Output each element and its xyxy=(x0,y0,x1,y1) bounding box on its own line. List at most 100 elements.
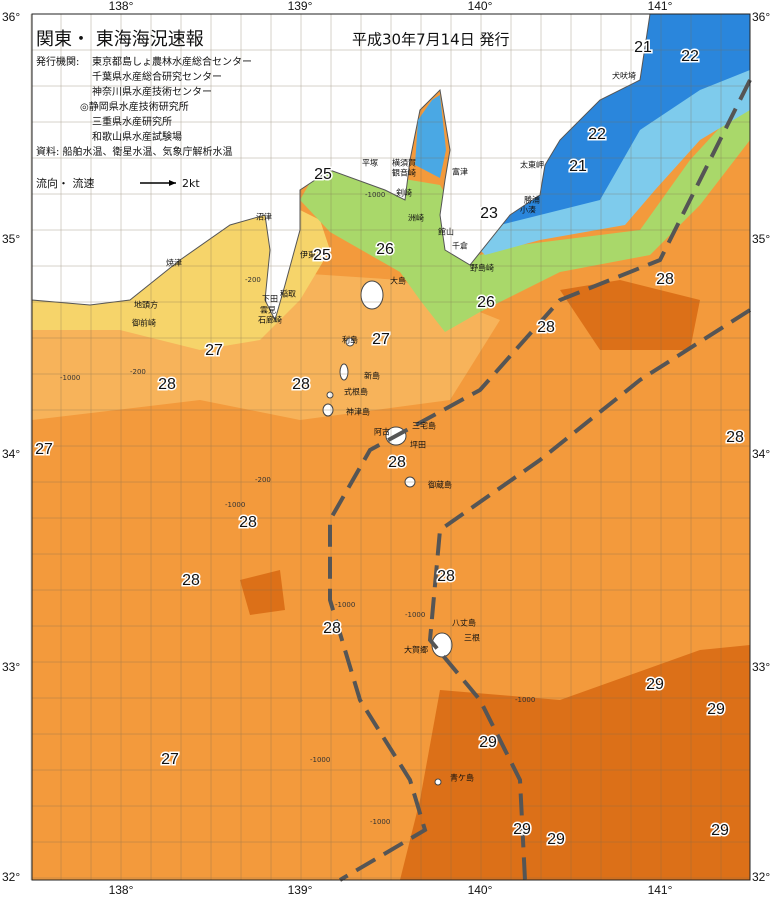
lat-label: 34° xyxy=(752,447,770,461)
place-name: 新島 xyxy=(364,371,380,381)
isotherm-label: 28 xyxy=(239,514,257,531)
isotherm-label: 22 xyxy=(681,48,699,65)
place-name: 利島 xyxy=(342,335,358,345)
isotherm-label: 26 xyxy=(376,241,394,258)
place-name: 小湊 xyxy=(520,205,536,215)
place-name: 稲取 xyxy=(280,289,296,299)
place-name: 富津 xyxy=(452,167,468,177)
lat-label: 35° xyxy=(752,232,770,246)
place-name: 御前崎 xyxy=(132,318,156,328)
isotherm-label: 29 xyxy=(513,821,531,838)
map-frame xyxy=(31,13,751,881)
isotherm-label: 28 xyxy=(292,376,310,393)
agencies: 東京都島しょ農林水産総合センター千葉県水産総合研究センター神奈川県水産技術センタ… xyxy=(80,55,252,143)
isotherm-label: 21 xyxy=(634,39,652,56)
map-layers xyxy=(30,13,752,882)
depth-label: -200 xyxy=(255,476,271,484)
lat-label: 34° xyxy=(2,447,20,461)
isotherm-label: 27 xyxy=(372,331,390,348)
title: 関東・ 東海海況速報 xyxy=(36,29,204,50)
current-arrow-head xyxy=(169,180,176,186)
lon-label: 138° xyxy=(109,883,134,897)
current-legend-label: 流向・ 流速 xyxy=(36,176,95,190)
isotherm-label: 23 xyxy=(480,205,498,222)
sources: 資料: 船舶水温、衛星水温、気象庁解析水温 xyxy=(36,145,233,158)
current-legend-speed: 2kt xyxy=(182,177,200,190)
place-name: 横須賀 xyxy=(392,158,416,168)
isotherm-label: 28 xyxy=(158,376,176,393)
isotherm-label: 29 xyxy=(547,831,565,848)
place-name: 八丈島 xyxy=(452,618,476,628)
place-name: 石廊崎 xyxy=(258,315,282,325)
place-name: 坪田 xyxy=(410,441,426,450)
island xyxy=(360,280,384,310)
depth-label: -1000 xyxy=(225,501,245,509)
place-name: 雲見 xyxy=(260,306,276,315)
place-name: 剣崎 xyxy=(396,188,412,198)
place-name: 平塚 xyxy=(362,159,378,168)
isotherm-label: 28 xyxy=(182,572,200,589)
sea-green xyxy=(300,95,750,332)
island xyxy=(326,391,334,399)
current-path xyxy=(328,79,752,882)
place-name: 勝浦 xyxy=(524,195,540,205)
labels: 138° 138° 139° 139° 140° 140° 141° 141° 36° 36° 35… xyxy=(2,0,770,897)
place-name: 犬吠埼 xyxy=(612,71,636,81)
isotherm-label: 27 xyxy=(35,441,53,458)
lat-label: 32° xyxy=(752,870,770,884)
isotherm-label: 28 xyxy=(388,454,406,471)
island xyxy=(339,363,349,381)
place-name: 館山 xyxy=(438,227,454,237)
kuroshio-axis xyxy=(328,79,752,882)
sea-blue xyxy=(500,14,750,225)
place-name: 伊東 xyxy=(300,250,316,260)
agency: 東京都島しょ農林水産総合センター xyxy=(92,55,252,68)
depth-label: -1000 xyxy=(335,601,355,609)
isotherm-label: 22 xyxy=(588,126,606,143)
lat-label: 36° xyxy=(752,10,770,24)
depth-label: -1000 xyxy=(370,818,390,826)
lon-label: 141° xyxy=(648,883,673,897)
place-name: 観音崎 xyxy=(392,168,416,178)
island xyxy=(434,778,442,786)
agency: 和歌山県水産試験場 xyxy=(92,130,182,143)
place-name: 野島崎 xyxy=(470,263,494,273)
lat-label: 35° xyxy=(2,232,20,246)
depth-label: -1000 xyxy=(310,756,330,764)
lat-label: 33° xyxy=(2,660,20,674)
lon-label: 140° xyxy=(468,0,493,13)
depth-label: -1000 xyxy=(365,191,385,199)
grid xyxy=(30,13,750,880)
tokyo-bay xyxy=(415,95,446,178)
isotherm-label: 28 xyxy=(437,568,455,585)
agency: 千葉県水産総合研究センター xyxy=(92,70,222,83)
isotherm-label: 29 xyxy=(646,676,664,693)
isotherm-label: 29 xyxy=(707,701,725,718)
isotherm-label: 26 xyxy=(477,294,495,311)
isotherm-label: 27 xyxy=(205,342,223,359)
depth-label: -200 xyxy=(130,368,146,376)
place-name: 大島 xyxy=(390,276,406,286)
place-name: 三宅島 xyxy=(412,421,436,431)
place-name: 地頭方 xyxy=(134,300,158,310)
place-name: 千倉 xyxy=(452,241,468,251)
place-name: 焼津 xyxy=(166,258,182,268)
depth-label: -200 xyxy=(245,276,261,284)
depth-label: -1000 xyxy=(405,611,425,619)
isotherm-label: 27 xyxy=(161,751,179,768)
lon-label: 140° xyxy=(468,883,493,897)
depth-label: -1000 xyxy=(515,696,535,704)
agency: 三重県水産研究所 xyxy=(92,115,172,128)
current-path xyxy=(427,308,752,881)
issue-date: 平成30年7月14日 発行 xyxy=(352,31,510,49)
place-name: 阿古 xyxy=(374,427,390,437)
place-name: 太東岬 xyxy=(520,160,544,170)
sea-hot xyxy=(240,280,750,880)
depth-label: -1000 xyxy=(60,374,80,382)
isotherm-label: 28 xyxy=(726,429,744,446)
isotherm-label: 28 xyxy=(323,620,341,637)
place-name: 御蔵島 xyxy=(428,480,452,490)
isotherm-label: 21 xyxy=(569,158,587,175)
isotherm-label: 29 xyxy=(711,822,729,839)
